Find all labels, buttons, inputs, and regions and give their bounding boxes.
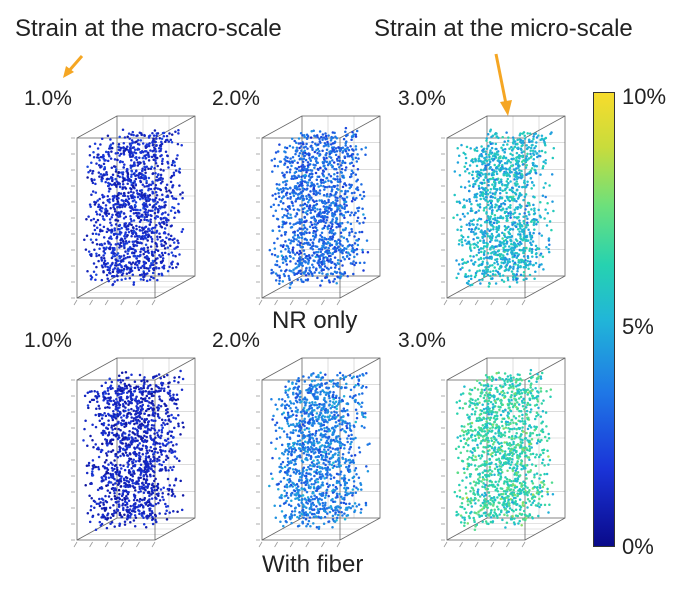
colorbar-max-label: 10% bbox=[622, 84, 667, 109]
scatter-panel-fiber-2pct bbox=[256, 357, 381, 548]
scatter-panel-nr-1pct bbox=[71, 115, 196, 306]
group-label-with-fiber: With fiber bbox=[262, 551, 364, 578]
group-label-nr-only: NR only bbox=[272, 307, 358, 334]
panel-label-bottom-1: 1.0% bbox=[24, 329, 72, 352]
macro-scale-header: Strain at the macro-scale bbox=[15, 15, 282, 42]
colorbar-min-label: 0% bbox=[622, 534, 654, 559]
panel-label-bottom-2: 2.0% bbox=[212, 329, 260, 352]
scatter-panel-nr-2pct bbox=[256, 115, 381, 306]
panel-label-top-1: 1.0% bbox=[24, 87, 72, 110]
scatter-panel-nr-3pct bbox=[441, 115, 566, 306]
panel-label-top-2: 2.0% bbox=[212, 87, 260, 110]
scatter-panel-fiber-3pct bbox=[441, 357, 566, 548]
micro-arrow-icon bbox=[494, 53, 512, 116]
scatter-panel-fiber-1pct bbox=[71, 357, 196, 548]
micro-scale-header: Strain at the micro-scale bbox=[374, 15, 633, 42]
panel-label-bottom-3: 3.0% bbox=[398, 329, 446, 352]
panel-label-top-3: 3.0% bbox=[398, 87, 446, 110]
strain-colorbar bbox=[593, 92, 615, 547]
macro-arrow-icon bbox=[63, 55, 84, 78]
colorbar-mid-label: 5% bbox=[622, 314, 654, 339]
